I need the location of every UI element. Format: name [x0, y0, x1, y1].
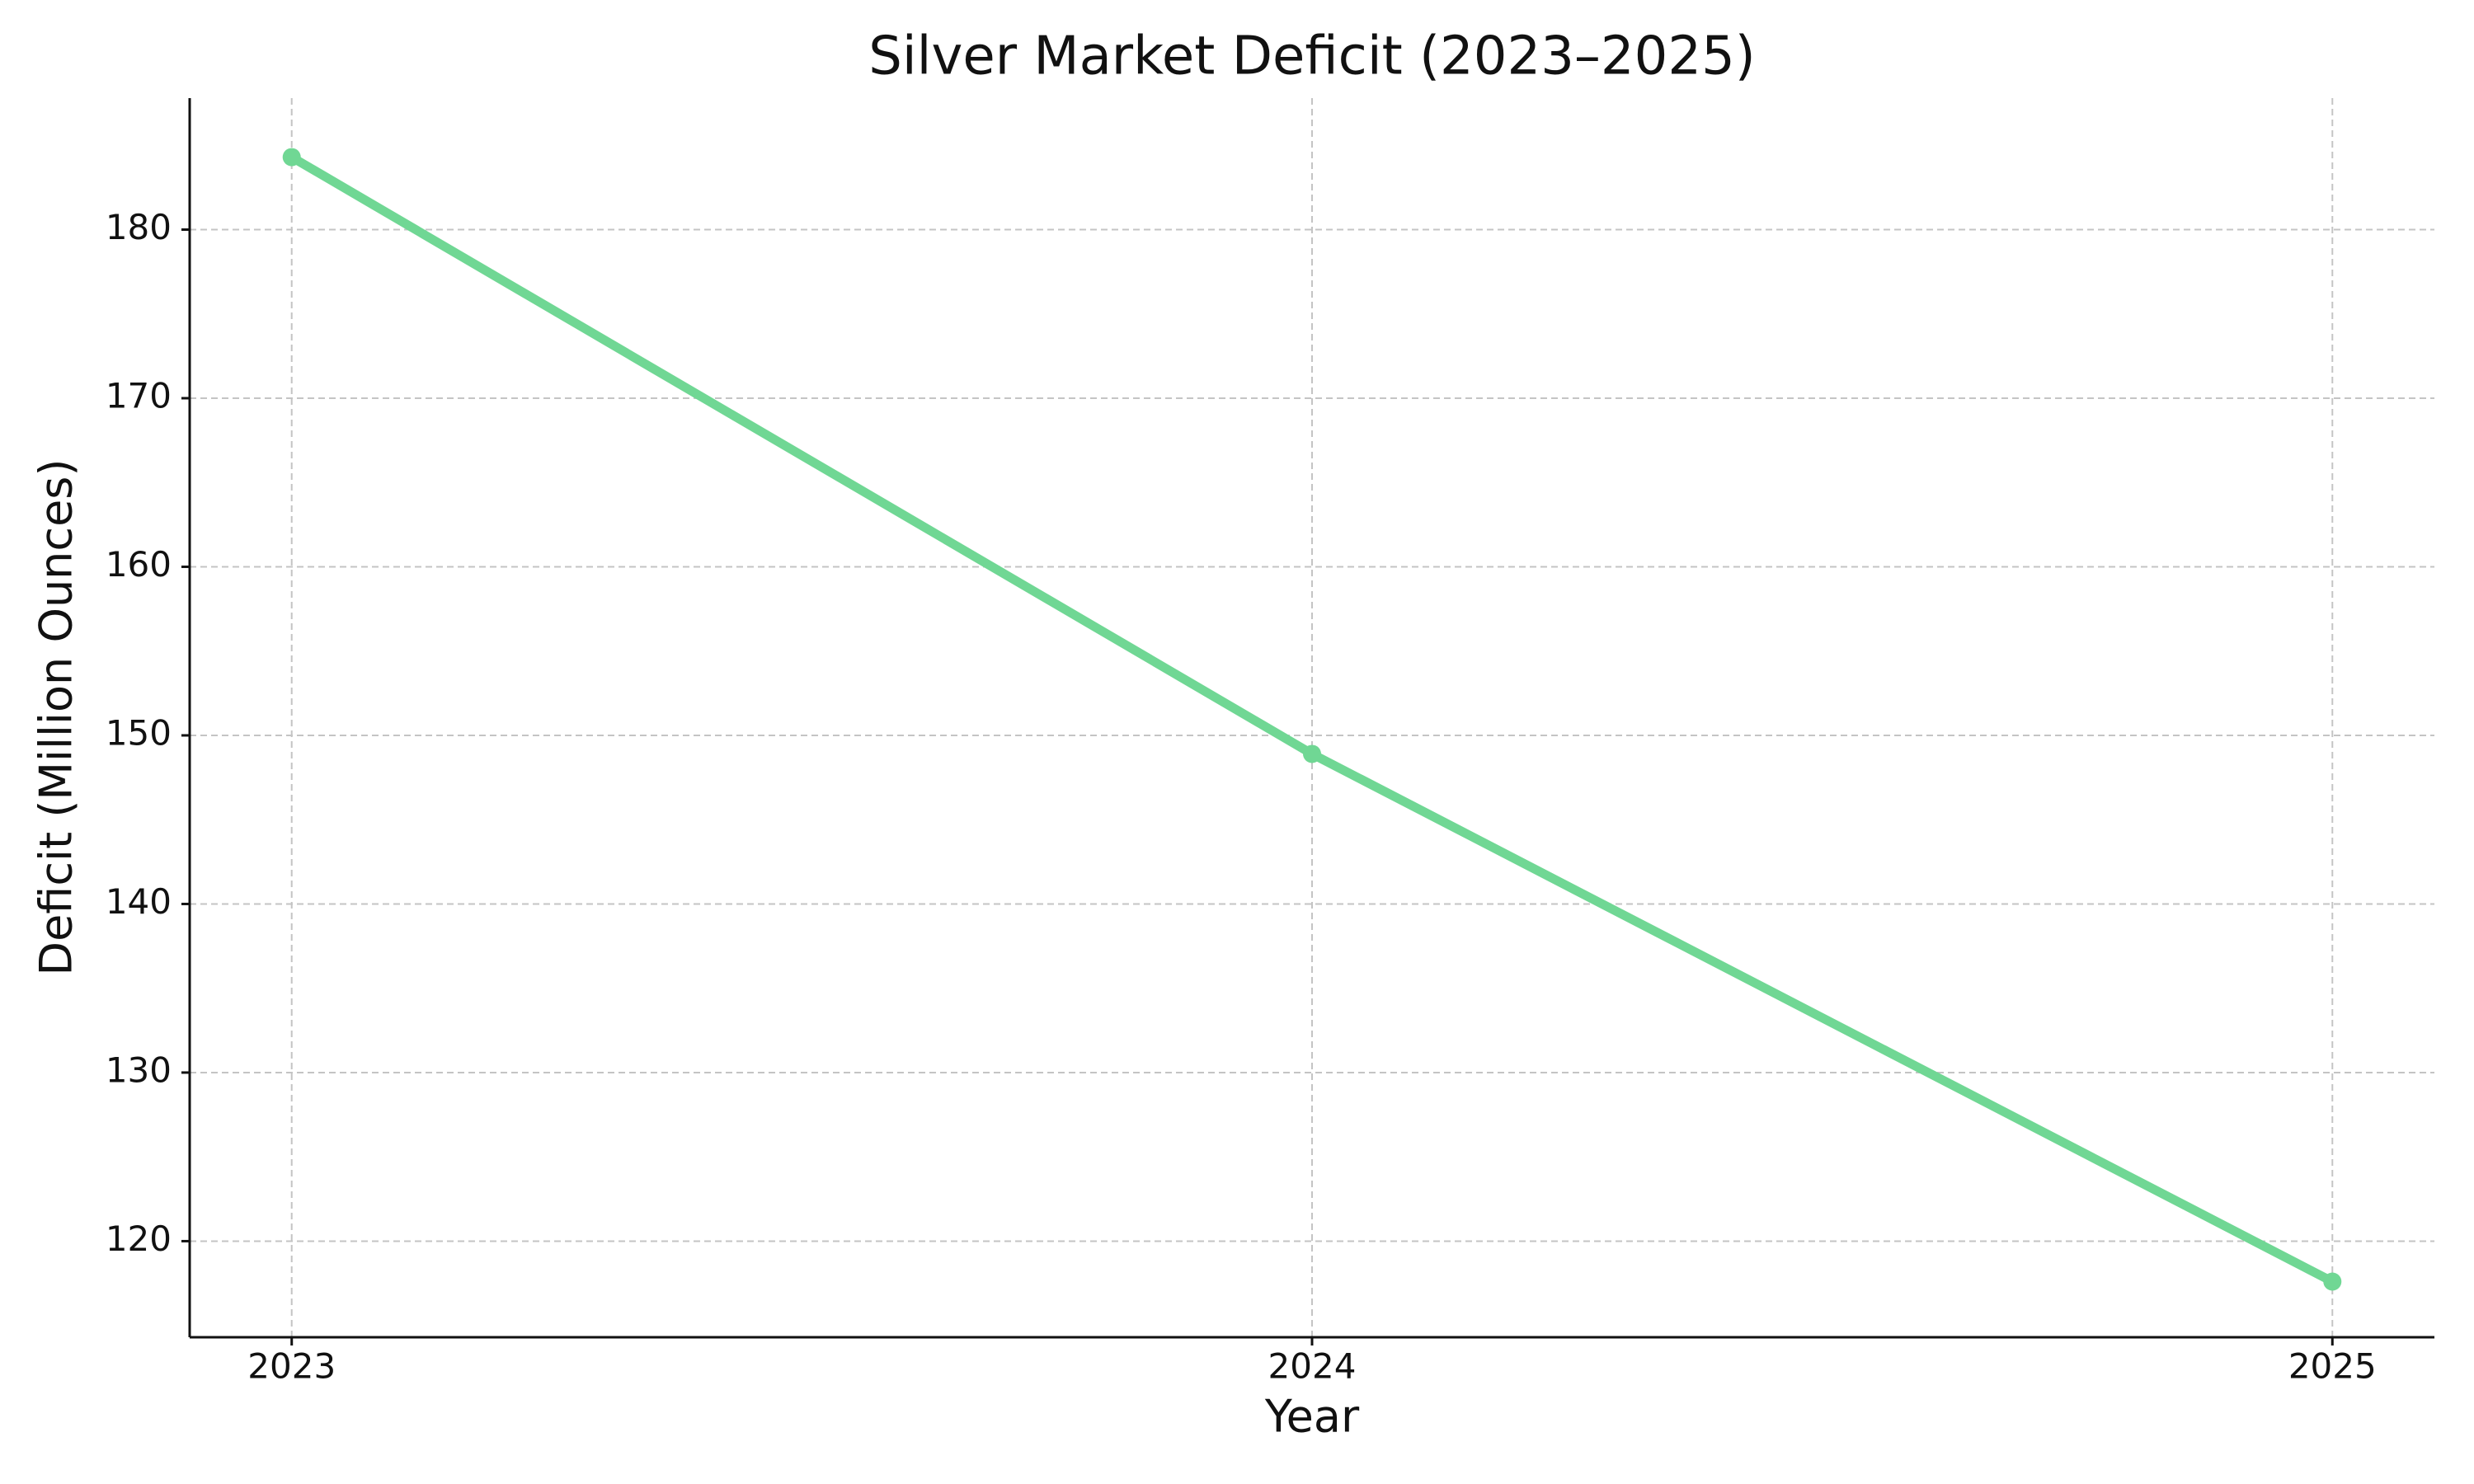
- y-tick-label: 160: [106, 544, 172, 585]
- data-point: [2323, 1272, 2342, 1291]
- chart-title: Silver Market Deficit (2023–2025): [868, 26, 1756, 87]
- x-tick-label: 2025: [2288, 1346, 2377, 1387]
- x-tick-label: 2023: [247, 1346, 336, 1387]
- data-point: [1303, 744, 1321, 763]
- x-tick-label: 2024: [1268, 1346, 1357, 1387]
- y-axis-label: Deficit (Million Ounces): [31, 458, 82, 975]
- y-tick-label: 150: [106, 712, 172, 753]
- data-point: [282, 148, 301, 167]
- y-tick-label: 180: [106, 207, 172, 247]
- y-tick-label: 170: [106, 375, 172, 416]
- y-tick-label: 120: [106, 1219, 172, 1259]
- x-axis-label: Year: [1264, 1391, 1360, 1443]
- y-tick-label: 140: [106, 881, 172, 922]
- y-tick-label: 130: [106, 1050, 172, 1090]
